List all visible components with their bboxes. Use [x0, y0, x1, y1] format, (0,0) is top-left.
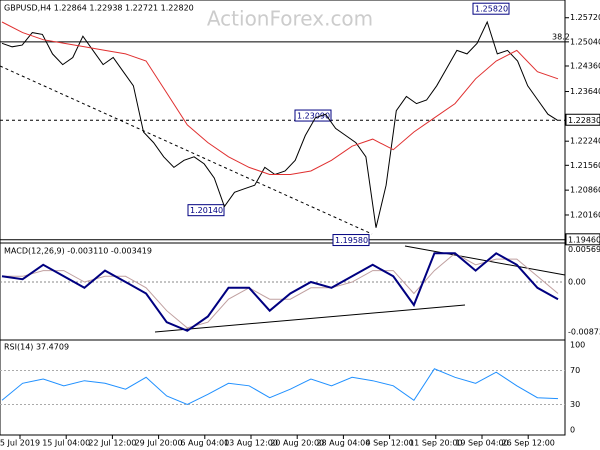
macd-panel — [0, 242, 566, 341]
series-line — [2, 252, 559, 329]
x-tick-label: 5 Jul 2019 — [0, 439, 40, 448]
macd-trendline — [154, 304, 466, 333]
price-box — [565, 233, 600, 246]
annotation-label: 1.19580 — [335, 236, 368, 245]
x-tick-label: 13 Aug 12:00 — [224, 439, 278, 448]
watermark: ActionForex.com — [207, 7, 373, 31]
x-tick-label: 4 Sep 12:00 — [365, 439, 413, 448]
y-tick-label: 0 — [570, 426, 575, 435]
level-label: 1.19460 — [568, 235, 600, 244]
x-tick-label: 15 Jul 04:00 — [42, 439, 90, 448]
annotation-box — [472, 2, 510, 15]
annotation-box — [332, 234, 370, 247]
y-tick-label: -0.008737 — [568, 328, 600, 337]
x-tick-label: 26 Sep 12:00 — [501, 439, 554, 448]
y-tick-label: 1.21560 — [570, 161, 600, 170]
x-tick-label: 22 Jul 12:00 — [88, 439, 136, 448]
series-line — [1, 21, 559, 175]
x-tick-label: 28 Aug 04:00 — [316, 439, 370, 448]
y-tick-label: 1.22240 — [570, 137, 600, 146]
annotation-label: 1.23090 — [297, 112, 330, 121]
price-box — [565, 113, 600, 126]
y-tick-label: 1.20160 — [570, 210, 600, 219]
x-tick-label: 20 Aug 20:00 — [270, 439, 324, 448]
level-label: 38.2 — [552, 32, 570, 41]
series-line — [1, 20, 559, 228]
series-line — [1, 252, 559, 332]
x-tick-label: 11 Sep 20:00 — [409, 439, 462, 448]
chart-title: GBPUSD,H4 1.22864 1.22938 1.22721 1.2282… — [4, 4, 194, 13]
macd-title: MACD(12,26,9) -0.003110 -0.003419 — [4, 247, 152, 256]
trendline — [0, 65, 373, 235]
macd-trendline — [404, 245, 566, 276]
y-tick-label: 70 — [570, 366, 580, 375]
level-label: 1.22830 — [568, 116, 600, 125]
x-tick-label: 29 Jul 20:00 — [135, 439, 183, 448]
rsi-panel — [0, 339, 566, 436]
y-tick-label: 1.23640 — [570, 87, 600, 96]
y-tick-label: 1.20860 — [570, 186, 600, 195]
y-tick-label: 1.25040 — [570, 37, 600, 46]
y-tick-label: 100 — [570, 341, 585, 350]
x-tick-label: 6 Aug 04:00 — [180, 439, 229, 448]
x-tick-label: 19 Sep 04:00 — [455, 439, 508, 448]
y-tick-label: 0.00 — [568, 278, 586, 287]
annotation-label: 1.20140 — [190, 206, 223, 215]
y-tick-label: 1.25720 — [570, 13, 600, 22]
y-tick-label: 1.24360 — [570, 61, 600, 70]
y-tick-label: 0.005694 — [568, 245, 600, 254]
annotation-box — [187, 204, 225, 217]
annotation-label: 1.25820 — [475, 5, 508, 14]
y-tick-label: 30 — [570, 400, 580, 409]
rsi-title: RSI(14) 37.4709 — [4, 343, 69, 352]
series-line — [1, 368, 559, 406]
